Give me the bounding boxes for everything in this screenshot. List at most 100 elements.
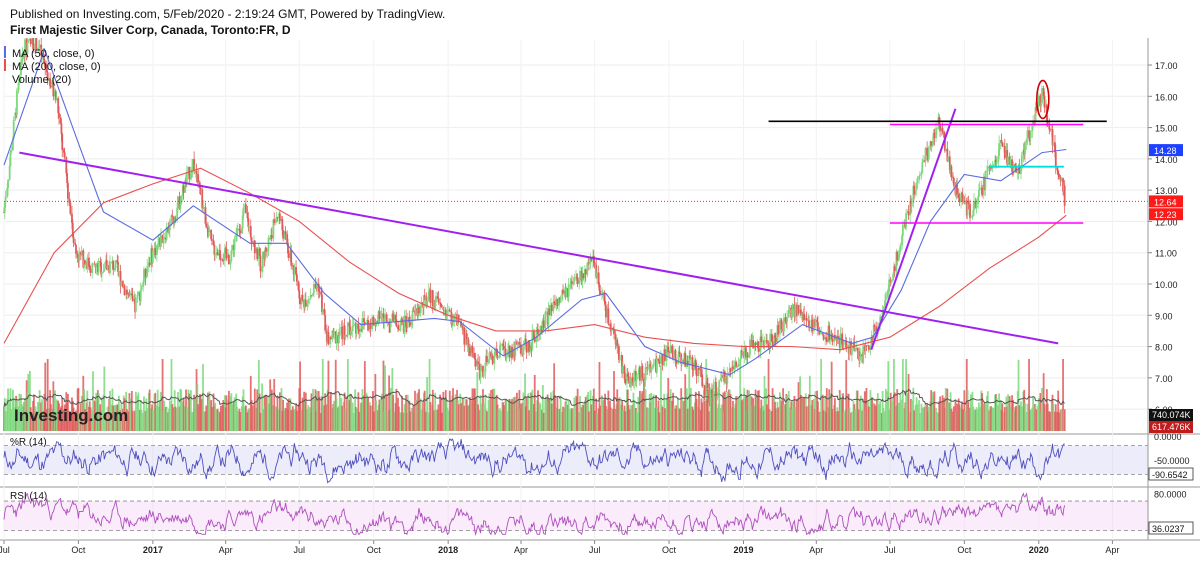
volume-bar [797, 382, 800, 431]
candle-body [1024, 142, 1026, 155]
candle-body [1057, 170, 1060, 174]
candle-body [401, 318, 403, 323]
candle-body [909, 201, 912, 216]
volume-bar [75, 410, 77, 431]
volume-bar [567, 400, 570, 431]
candle-body [890, 280, 893, 283]
candle-body [623, 365, 626, 379]
volume-bar [975, 407, 978, 431]
oscillator-title: RSI (14) [10, 491, 47, 502]
volume-bar [369, 405, 372, 431]
candle-body [61, 133, 64, 151]
volume-bar [1042, 373, 1045, 431]
volume-bar [684, 374, 687, 431]
candle-body [142, 282, 145, 288]
volume-bar [454, 394, 457, 431]
candle-body [38, 44, 41, 48]
candle-body [616, 339, 619, 346]
candle-body [222, 260, 225, 261]
candle-body [248, 226, 251, 228]
candle-body [405, 315, 407, 328]
volume-bar [10, 409, 13, 431]
volume-bar [805, 406, 808, 431]
volume-bar [554, 395, 556, 431]
candle-body [668, 352, 671, 354]
x-tick-label: Jul [884, 545, 896, 555]
candle-body [465, 333, 468, 340]
volume-bar [233, 397, 236, 431]
candle-body [261, 251, 264, 268]
candle-body [567, 284, 570, 297]
volume-bar [310, 393, 313, 431]
candle-body [388, 321, 391, 326]
oscillator-last-badge: 36.0237 [1148, 521, 1194, 535]
candle-body [770, 333, 773, 342]
volume-bar [541, 385, 544, 431]
candle-body [233, 241, 236, 250]
candle-body [50, 86, 52, 88]
volume-bar [607, 390, 610, 431]
candle-body [675, 360, 678, 364]
candle-body [695, 368, 698, 377]
y-tick-label: 15.00 [1155, 124, 1178, 134]
volume-bar [992, 407, 995, 431]
volume-bar [161, 359, 164, 431]
candle-body [281, 218, 284, 231]
price-chart[interactable]: Investing.com %R (14) 0.0000 -50.0000 -90.6… [0, 38, 1200, 563]
candle-body [867, 345, 870, 350]
candle-body [533, 338, 536, 342]
volume-bar [494, 396, 496, 431]
volume-bar [482, 403, 485, 431]
volume-bar [282, 399, 285, 431]
candle-body [544, 312, 547, 329]
x-tick-label: Jul [294, 545, 306, 555]
candle-body [214, 254, 217, 256]
candle-body [171, 215, 174, 217]
candle-body [706, 383, 709, 389]
volume-bar [1007, 394, 1009, 431]
volume-bar [522, 392, 525, 431]
candle-body [595, 264, 598, 278]
candle-body [723, 371, 726, 377]
volume-bar [403, 404, 406, 431]
candle-body [270, 235, 273, 239]
volume-bar [884, 388, 887, 431]
volume-bar [84, 409, 86, 431]
volume-bar [622, 409, 624, 431]
candle-body [971, 215, 974, 218]
candle-body [287, 242, 289, 254]
candle-body [935, 128, 938, 129]
candle-body [367, 319, 369, 331]
oscillator-title: %R (14) [10, 437, 47, 448]
candle-body [406, 317, 409, 328]
candle-body [831, 338, 834, 342]
volume-bar [618, 397, 621, 431]
candle-body [484, 362, 487, 372]
volume-bar [171, 404, 174, 431]
candle-body [32, 38, 35, 50]
volume-bar [596, 412, 598, 431]
volume-bar [978, 406, 981, 431]
candle-body [842, 344, 844, 346]
y-tick-label: 8.00 [1155, 343, 1173, 353]
y-tick-label: 7.00 [1155, 374, 1173, 384]
candle-body [717, 387, 720, 393]
candle-body [309, 295, 312, 299]
volume-bar [265, 395, 268, 431]
volume-bar [50, 404, 52, 431]
candle-body [408, 317, 411, 323]
candle-body [943, 131, 946, 138]
candle-body [746, 352, 749, 358]
volume-bar [63, 404, 66, 431]
candle-body [841, 333, 844, 345]
candle-body [592, 255, 595, 263]
candle-body [123, 285, 126, 296]
oscillator-line [3, 438, 1065, 484]
volume-bar [61, 397, 64, 431]
candle-body [443, 309, 446, 311]
candle-body [749, 339, 751, 355]
candle-body [753, 342, 756, 349]
volume-bar [1029, 409, 1032, 431]
candle-body [732, 366, 734, 370]
volume-bar [253, 388, 256, 431]
